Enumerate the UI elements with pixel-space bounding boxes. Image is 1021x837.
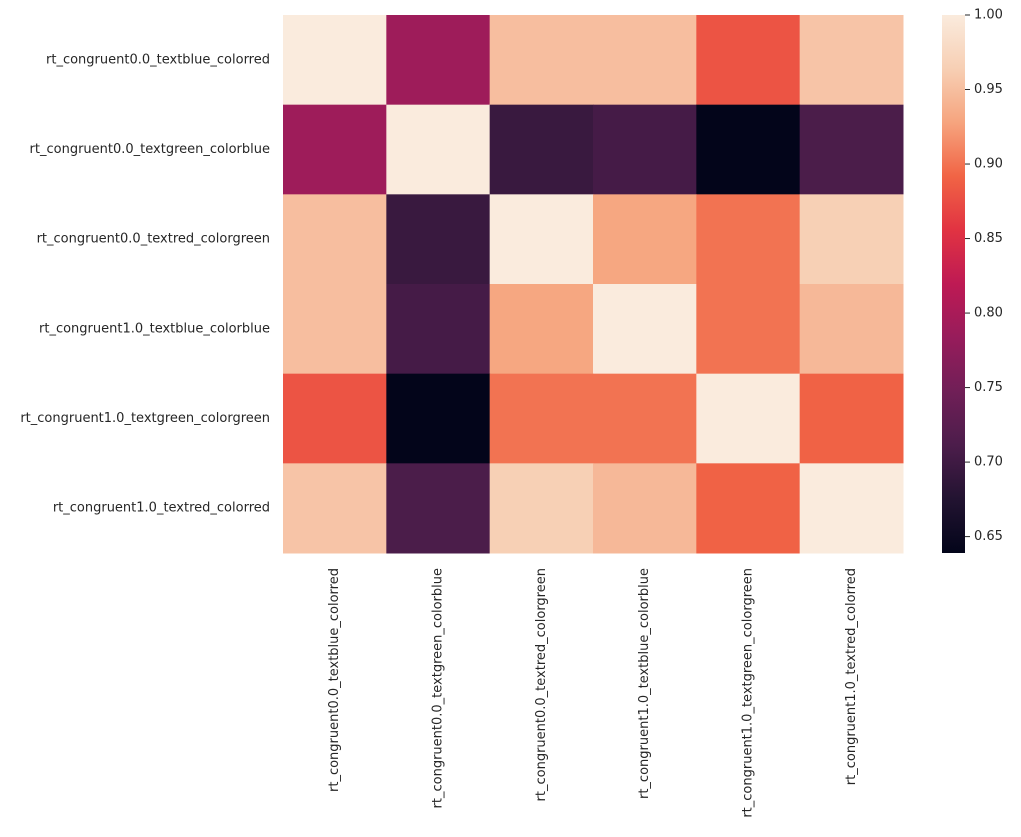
y-tick-label: rt_congruent0.0_textgreen_colorblue — [30, 142, 270, 157]
y-tick-label: rt_congruent0.0_textred_colorgreen — [37, 232, 270, 247]
colorbar-tick-label: 0.75 — [974, 380, 1003, 395]
heatmap-cell — [386, 15, 491, 106]
heatmap-cell — [386, 194, 491, 285]
heatmap-cell — [386, 373, 491, 464]
y-tick-label: rt_congruent1.0_textred_colorred — [53, 501, 270, 516]
heatmap-cell — [799, 15, 904, 106]
heatmap-cell — [489, 15, 594, 106]
heatmap-cell — [283, 104, 387, 195]
heatmap-cell — [799, 104, 904, 195]
heatmap-cell — [283, 284, 387, 375]
heatmap-cell — [799, 194, 904, 285]
colorbar-tick-label: 1.00 — [974, 8, 1003, 23]
x-tick-label: rt_congruent1.0_textgreen_colorgreen — [741, 568, 756, 818]
heatmap-cell — [386, 284, 491, 375]
heatmap-cell — [593, 463, 697, 554]
colorbar-tick-label: 0.90 — [974, 157, 1003, 172]
heatmap-cell — [489, 463, 594, 554]
colorbar-tick-label: 0.85 — [974, 231, 1003, 246]
heatmap-cell — [593, 284, 697, 375]
heatmap-cell — [489, 373, 594, 464]
heatmap-cell — [799, 463, 904, 554]
heatmap-cell — [696, 284, 801, 375]
x-tick-label: rt_congruent0.0_textgreen_colorblue — [431, 568, 446, 808]
heatmap-cell — [283, 15, 387, 106]
heatmap — [283, 15, 904, 554]
x-tick-label: rt_congruent1.0_textblue_colorblue — [637, 568, 652, 799]
x-tick-label: rt_congruent0.0_textred_colorgreen — [534, 568, 549, 801]
heatmap-cell — [696, 373, 801, 464]
x-tick-label: rt_congruent1.0_textred_colorred — [844, 568, 859, 785]
heatmap-cell — [593, 194, 697, 285]
colorbar-tick-label: 0.65 — [974, 529, 1003, 544]
y-tick-label: rt_congruent0.0_textblue_colorred — [46, 52, 270, 67]
heatmap-cell — [593, 104, 697, 195]
y-tick-label: rt_congruent1.0_textblue_colorblue — [39, 321, 270, 336]
heatmap-cell — [283, 463, 387, 554]
heatmap-cell — [283, 373, 387, 464]
heatmap-cell — [283, 194, 387, 285]
heatmap-cell — [489, 194, 594, 285]
heatmap-cell — [386, 463, 491, 554]
colorbar-tick-label: 0.70 — [974, 455, 1003, 470]
colorbar-tick-label: 0.80 — [974, 306, 1003, 321]
heatmap-cell — [386, 104, 491, 195]
heatmap-cell — [489, 104, 594, 195]
heatmap-cell — [593, 15, 697, 106]
heatmap-cell — [489, 284, 594, 375]
colorbar-tick-label: 0.95 — [974, 82, 1003, 97]
heatmap-cell — [799, 284, 904, 375]
heatmap-cell — [696, 194, 801, 285]
heatmap-cell — [696, 15, 801, 106]
heatmap-cell — [696, 463, 801, 554]
x-tick-label: rt_congruent0.0_textblue_colorred — [327, 568, 342, 792]
y-tick-label: rt_congruent1.0_textgreen_colorgreen — [20, 411, 270, 426]
heatmap-cell — [696, 104, 801, 195]
colorbar — [942, 15, 965, 553]
heatmap-cell — [799, 373, 904, 464]
heatmap-cell — [593, 373, 697, 464]
